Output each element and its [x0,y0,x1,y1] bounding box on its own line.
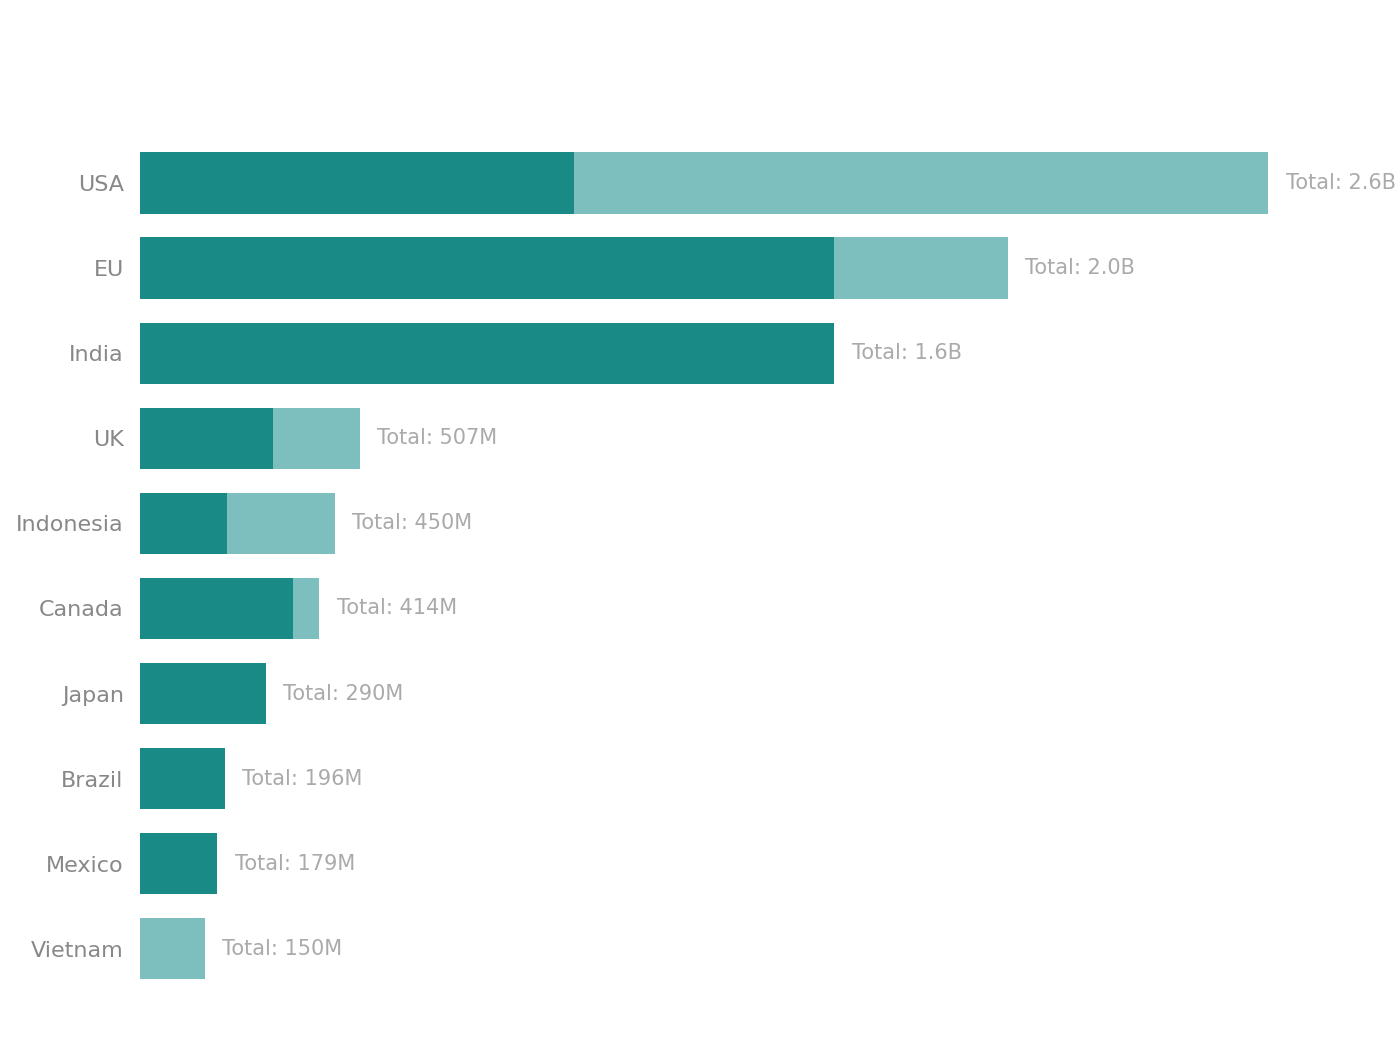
Bar [574,152,1268,214]
Bar [140,238,834,299]
Bar [140,748,225,809]
Text: Total: 290M: Total: 290M [284,683,404,703]
Bar [140,152,574,214]
Text: Total: 1.6B: Total: 1.6B [852,343,961,364]
Text: Total: 414M: Total: 414M [337,598,457,618]
Text: Total: 150M: Total: 150M [222,939,342,959]
Bar [834,238,1007,299]
Bar [140,323,834,384]
Bar [226,493,335,554]
Bar [293,577,320,639]
Bar [140,918,205,980]
Bar [140,663,265,724]
Bar [140,833,218,894]
Text: Total: 450M: Total: 450M [352,514,472,533]
Text: Total: 2.0B: Total: 2.0B [1025,258,1136,278]
Text: Total: 196M: Total: 196M [242,768,362,789]
Bar [272,408,360,468]
Bar [140,577,293,639]
Bar [140,408,272,468]
Text: Total: 507M: Total: 507M [377,429,497,449]
Bar [140,493,226,554]
Text: Total: 179M: Total: 179M [235,854,355,874]
Text: Total: 2.6B: Total: 2.6B [1285,173,1396,193]
